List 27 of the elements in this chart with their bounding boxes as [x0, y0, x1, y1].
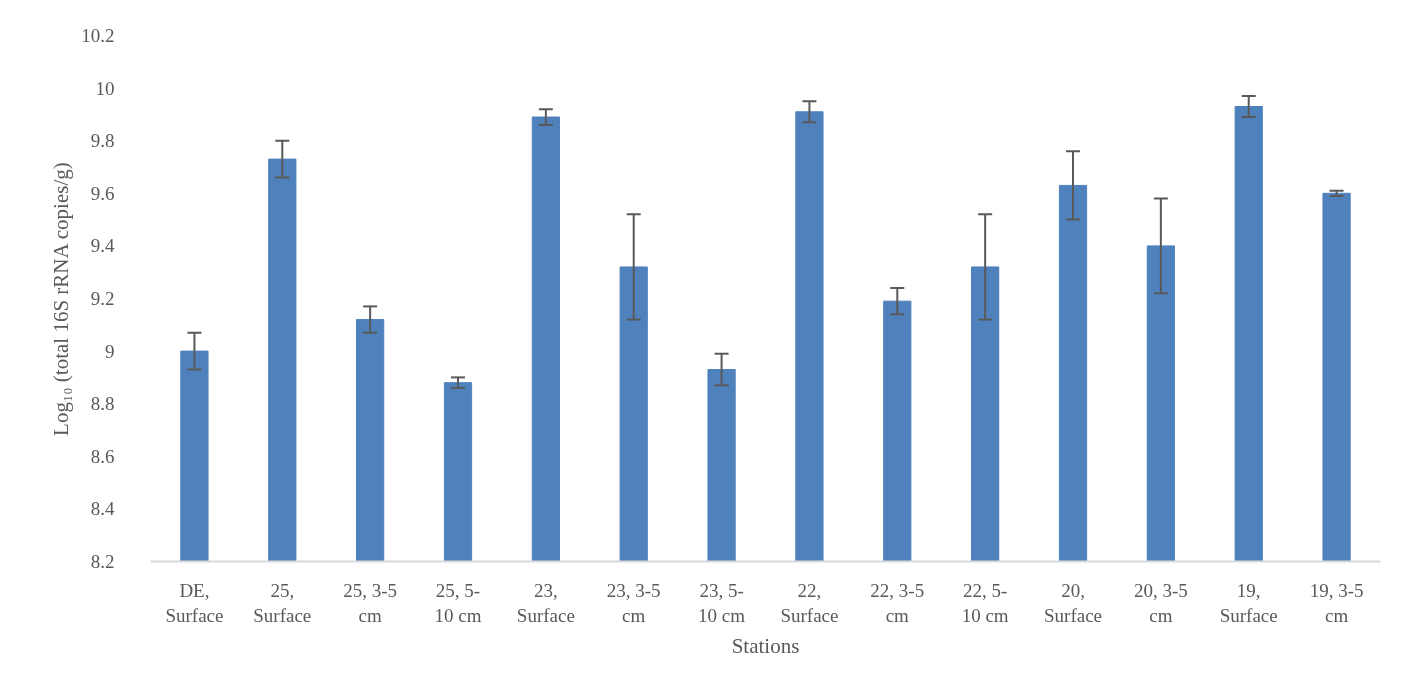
y-tick-label: 8.6 — [90, 445, 115, 467]
x-tick-label: 25, 5-10 cm — [434, 579, 482, 626]
y-tick-label: 9.4 — [90, 235, 115, 257]
x-tick-label: 22, 5-10 cm — [961, 579, 1009, 626]
y-tick-label: 10.2 — [81, 25, 115, 46]
y-tick-label: 8.2 — [90, 551, 115, 572]
y-axis-title: Log₁₀ (total 16S rRNA copies/g) — [49, 162, 74, 436]
x-tick-label: 22, Surface — [780, 579, 839, 626]
x-tick-label: 25, 3-5 cm — [343, 579, 398, 626]
x-tick-label: 23, 3-5 cm — [606, 579, 661, 626]
x-axis-title: Stations — [731, 633, 800, 658]
x-tick-label: DE, Surface — [165, 579, 224, 626]
x-tick-label: 19, 3-5 cm — [1309, 579, 1364, 626]
y-tick-label: 9 — [105, 340, 115, 362]
y-tick-label: 8.4 — [90, 498, 115, 520]
y-tick-label: 9.8 — [90, 130, 115, 152]
x-tick-label: 22, 3-5 cm — [870, 579, 925, 626]
x-tick-label: 23, Surface — [516, 579, 575, 626]
y-tick-label: 9.2 — [90, 288, 115, 309]
y-tick-label: 8.8 — [90, 393, 115, 415]
y-tick-label: 10 — [95, 77, 115, 99]
y-tick-label: 9.6 — [90, 182, 115, 204]
x-tick-label: 19, Surface — [1219, 579, 1278, 626]
x-tick-label: 20, Surface — [1043, 579, 1103, 626]
x-tick-label: 25, Surface — [253, 579, 312, 626]
x-tick-label: 23, 5-10 cm — [698, 579, 746, 626]
x-tick-label: 20, 3-5 cm — [1133, 579, 1188, 626]
